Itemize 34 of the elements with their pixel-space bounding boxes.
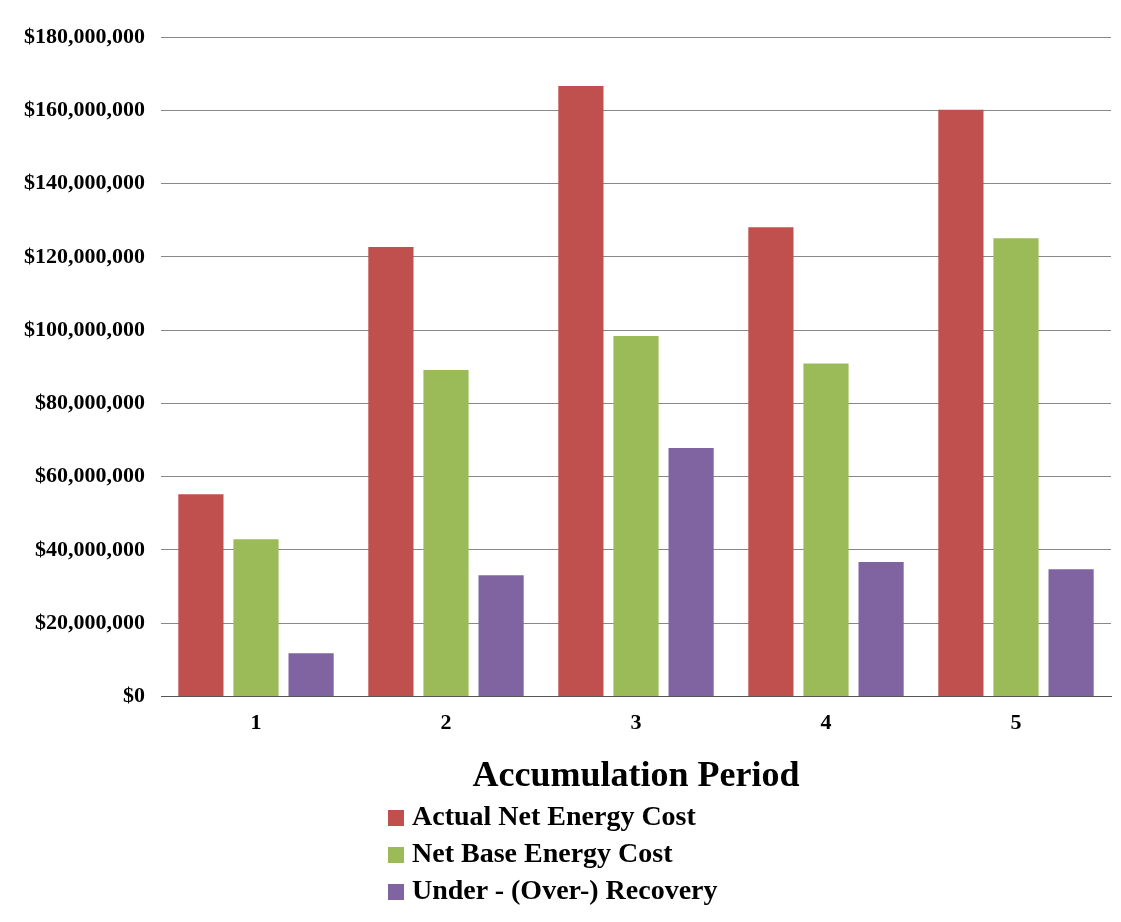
- bar: [558, 85, 604, 696]
- y-tick-label: $20,000,000: [35, 608, 145, 634]
- legend-label: Net Base Energy Cost: [412, 837, 674, 869]
- x-tick-label: 5: [1010, 709, 1022, 735]
- bar: [993, 238, 1039, 696]
- x-tick-label: 4: [820, 709, 832, 735]
- x-axis-title: Accumulation Period: [472, 753, 800, 794]
- bar: [423, 370, 469, 696]
- bar: [478, 575, 524, 696]
- y-tick-label: $180,000,000: [24, 22, 145, 48]
- x-tick-label: 1: [250, 709, 262, 735]
- x-tick-label: 3: [630, 709, 642, 735]
- bar: [368, 247, 414, 696]
- y-tick-label: $40,000,000: [35, 535, 145, 561]
- bar: [858, 562, 904, 696]
- bar: [668, 448, 714, 696]
- bar: [613, 336, 659, 696]
- bar: [178, 494, 224, 696]
- y-tick-label: $140,000,000: [24, 169, 145, 195]
- legend-label: Actual Net Energy Cost: [412, 800, 697, 832]
- y-tick-label: $120,000,000: [24, 242, 145, 268]
- bar: [288, 653, 334, 696]
- legend-label: Under - (Over-) Recovery: [412, 874, 718, 906]
- y-tick-label: $60,000,000: [35, 462, 145, 488]
- bar: [1048, 569, 1094, 696]
- y-tick-label: $0: [123, 682, 145, 708]
- bar: [748, 227, 794, 696]
- bar: [233, 539, 279, 696]
- x-tick-label: 2: [440, 709, 452, 735]
- y-tick-label: $160,000,000: [24, 96, 145, 122]
- bar: [803, 363, 849, 696]
- y-tick-label: $80,000,000: [35, 389, 145, 415]
- bar: [938, 109, 984, 696]
- y-tick-label: $100,000,000: [24, 315, 145, 341]
